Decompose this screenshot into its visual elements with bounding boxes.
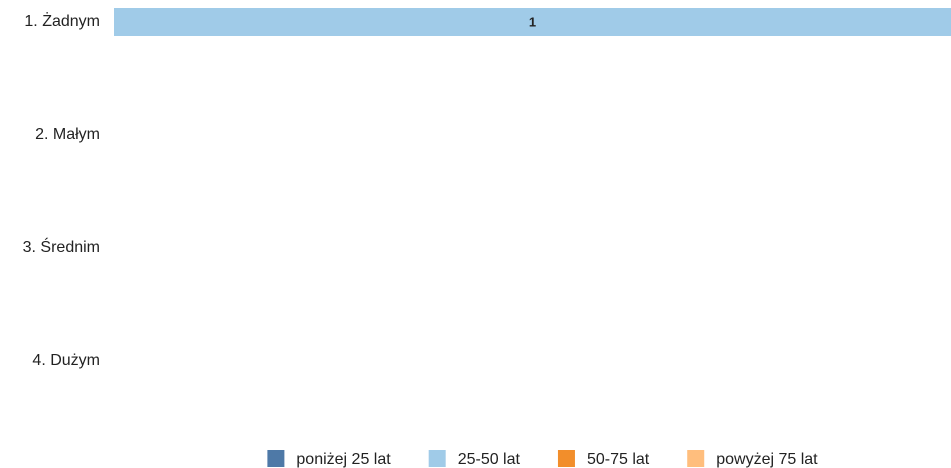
legend-label: 50-75 lat [587, 451, 650, 468]
y-tick-label: 1. Żadnym [24, 11, 100, 30]
legend-swatch [267, 450, 285, 467]
legend-swatch [557, 450, 575, 467]
legend-swatch [687, 450, 705, 467]
legend-label: powyżej 75 lat [716, 451, 818, 468]
y-tick-label: 4. Dużym [32, 352, 100, 369]
legend-swatch [428, 450, 446, 467]
bar-segment [114, 8, 951, 36]
legend-label: poniżej 25 lat [296, 451, 391, 468]
y-tick-label: 3. Średnim [23, 237, 100, 256]
legend-label: 25-50 lat [458, 451, 521, 468]
y-tick-label: 2. Małym [35, 126, 100, 143]
data-label: 1 [529, 14, 536, 29]
